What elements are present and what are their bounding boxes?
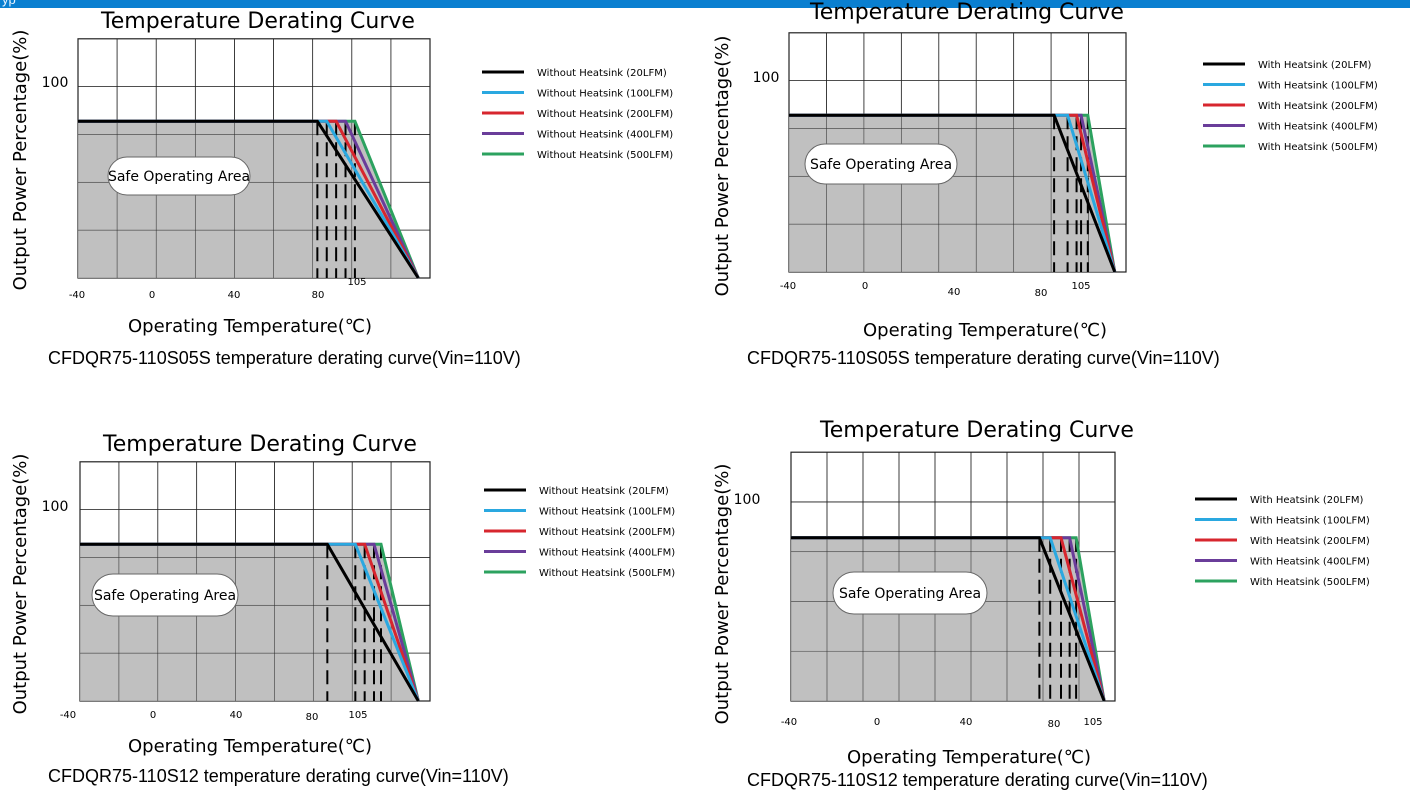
legend-label: With Heatsink (400LFM) <box>1250 557 1370 568</box>
safe-operating-area-fill <box>789 115 1115 272</box>
chart-caption-4: CFDQR75-110S12 temperature derating curv… <box>747 770 1208 790</box>
series-line-1 <box>791 536 1106 702</box>
chart-title: Temperature Derating Curve <box>819 418 1134 443</box>
safe-operating-area-fill <box>80 544 419 701</box>
x-tick-label: 105 <box>1071 281 1090 292</box>
chart-panel-4: Temperature Derating Curve Output Power P… <box>705 396 1410 792</box>
series-line-1 <box>789 113 1117 273</box>
legend-label: With Heatsink (100LFM) <box>1250 516 1370 527</box>
soa-label: Safe Operating Area <box>839 586 981 602</box>
legend-label: Without Heatsink (500LFM) <box>537 150 673 161</box>
chart-title: Temperature Derating Curve <box>809 0 1124 25</box>
chart-panel-1: Temperature Derating Curve Output Power P… <box>0 0 705 396</box>
chart-caption-2: CFDQR75-110S05S temperature derating cur… <box>747 348 1220 368</box>
series-line-1 <box>78 119 420 279</box>
x-axis-label: Operating Temperature(℃) <box>847 747 1091 768</box>
chart-caption-3: CFDQR75-110S12 temperature derating curv… <box>48 766 509 786</box>
chart-svg: Temperature Derating Curve Output Power P… <box>10 432 675 757</box>
legend-label: Without Heatsink (100LFM) <box>537 89 673 100</box>
legend-label: Without Heatsink (100LFM) <box>539 507 675 518</box>
soa-label: Safe Operating Area <box>94 588 236 604</box>
y-tick-label: 100 <box>753 70 780 86</box>
soa-label: Safe Operating Area <box>810 157 952 173</box>
x-tick-label: 105 <box>1083 717 1102 728</box>
top-bar-label: yp <box>0 0 18 7</box>
legend-label: Without Heatsink (200LFM) <box>539 527 675 538</box>
series-line-1 <box>80 542 420 702</box>
top-bar: yp <box>0 0 1410 8</box>
x-axis-label: Operating Temperature(℃) <box>128 316 372 337</box>
x-tick-label: 0 <box>862 281 868 292</box>
legend-label: With Heatsink (200LFM) <box>1258 101 1378 112</box>
legend-label: With Heatsink (500LFM) <box>1250 577 1370 588</box>
legend-label: Without Heatsink (400LFM) <box>539 548 675 559</box>
x-tick-label: -40 <box>780 281 796 292</box>
x-tick-label: -40 <box>781 717 797 728</box>
x-tick-label: 0 <box>149 290 155 301</box>
legend-label: With Heatsink (400LFM) <box>1258 122 1378 133</box>
chart-panel-2: Temperature Derating Curve Output Power P… <box>705 0 1410 396</box>
legend-label: Without Heatsink (400LFM) <box>537 130 673 141</box>
legend-label: With Heatsink (500LFM) <box>1258 142 1378 153</box>
y-tick-label: 100 <box>42 499 69 515</box>
x-tick-label: 40 <box>228 290 241 301</box>
legend-label: Without Heatsink (500LFM) <box>539 568 675 579</box>
chart-caption-1: CFDQR75-110S05S temperature derating cur… <box>48 348 521 368</box>
y-axis-label: Output Power Percentage(%) <box>712 464 733 725</box>
chart-svg: Temperature Derating Curve Output Power P… <box>712 418 1370 768</box>
x-tick-label: 80 <box>1035 288 1048 299</box>
y-tick-label: 100 <box>42 75 69 91</box>
x-tick-label: -40 <box>60 710 76 721</box>
legend-label: With Heatsink (100LFM) <box>1258 81 1378 92</box>
legend-label: With Heatsink (20LFM) <box>1258 60 1371 71</box>
x-tick-label: 105 <box>347 277 366 288</box>
chart-panel-3: Temperature Derating Curve Output Power P… <box>0 396 705 792</box>
x-tick-label: 80 <box>312 290 325 301</box>
x-tick-label: -40 <box>69 290 85 301</box>
soa-bubble <box>107 156 251 196</box>
x-tick-label: 80 <box>306 712 319 723</box>
legend-label: With Heatsink (200LFM) <box>1250 536 1370 547</box>
x-axis-label: Operating Temperature(℃) <box>863 320 1107 341</box>
soa-label: Safe Operating Area <box>108 169 250 185</box>
x-tick-label: 40 <box>960 717 973 728</box>
y-axis-label: Output Power Percentage(%) <box>10 30 31 291</box>
soa-bubble <box>804 143 958 185</box>
y-axis-label: Output Power Percentage(%) <box>10 454 31 715</box>
chart-title: Temperature Derating Curve <box>100 9 415 34</box>
x-axis-label: Operating Temperature(℃) <box>128 736 372 757</box>
y-tick-label: 100 <box>734 492 761 508</box>
x-tick-label: 40 <box>948 287 961 298</box>
chart-svg: Temperature Derating Curve Output Power P… <box>712 0 1378 341</box>
soa-bubble <box>832 571 988 615</box>
chart-title: Temperature Derating Curve <box>102 432 417 457</box>
x-tick-label: 40 <box>230 710 243 721</box>
x-tick-label: 0 <box>150 710 156 721</box>
legend-label: Without Heatsink (20LFM) <box>537 68 667 79</box>
y-axis-label: Output Power Percentage(%) <box>712 36 733 297</box>
soa-bubble <box>91 573 239 617</box>
legend-label: With Heatsink (20LFM) <box>1250 495 1363 506</box>
legend-label: Without Heatsink (20LFM) <box>539 486 669 497</box>
x-tick-label: 105 <box>348 710 367 721</box>
x-tick-label: 0 <box>874 717 880 728</box>
x-tick-label: 80 <box>1048 719 1061 730</box>
legend-label: Without Heatsink (200LFM) <box>537 109 673 120</box>
chart-svg: Temperature Derating Curve Output Power P… <box>10 9 673 337</box>
